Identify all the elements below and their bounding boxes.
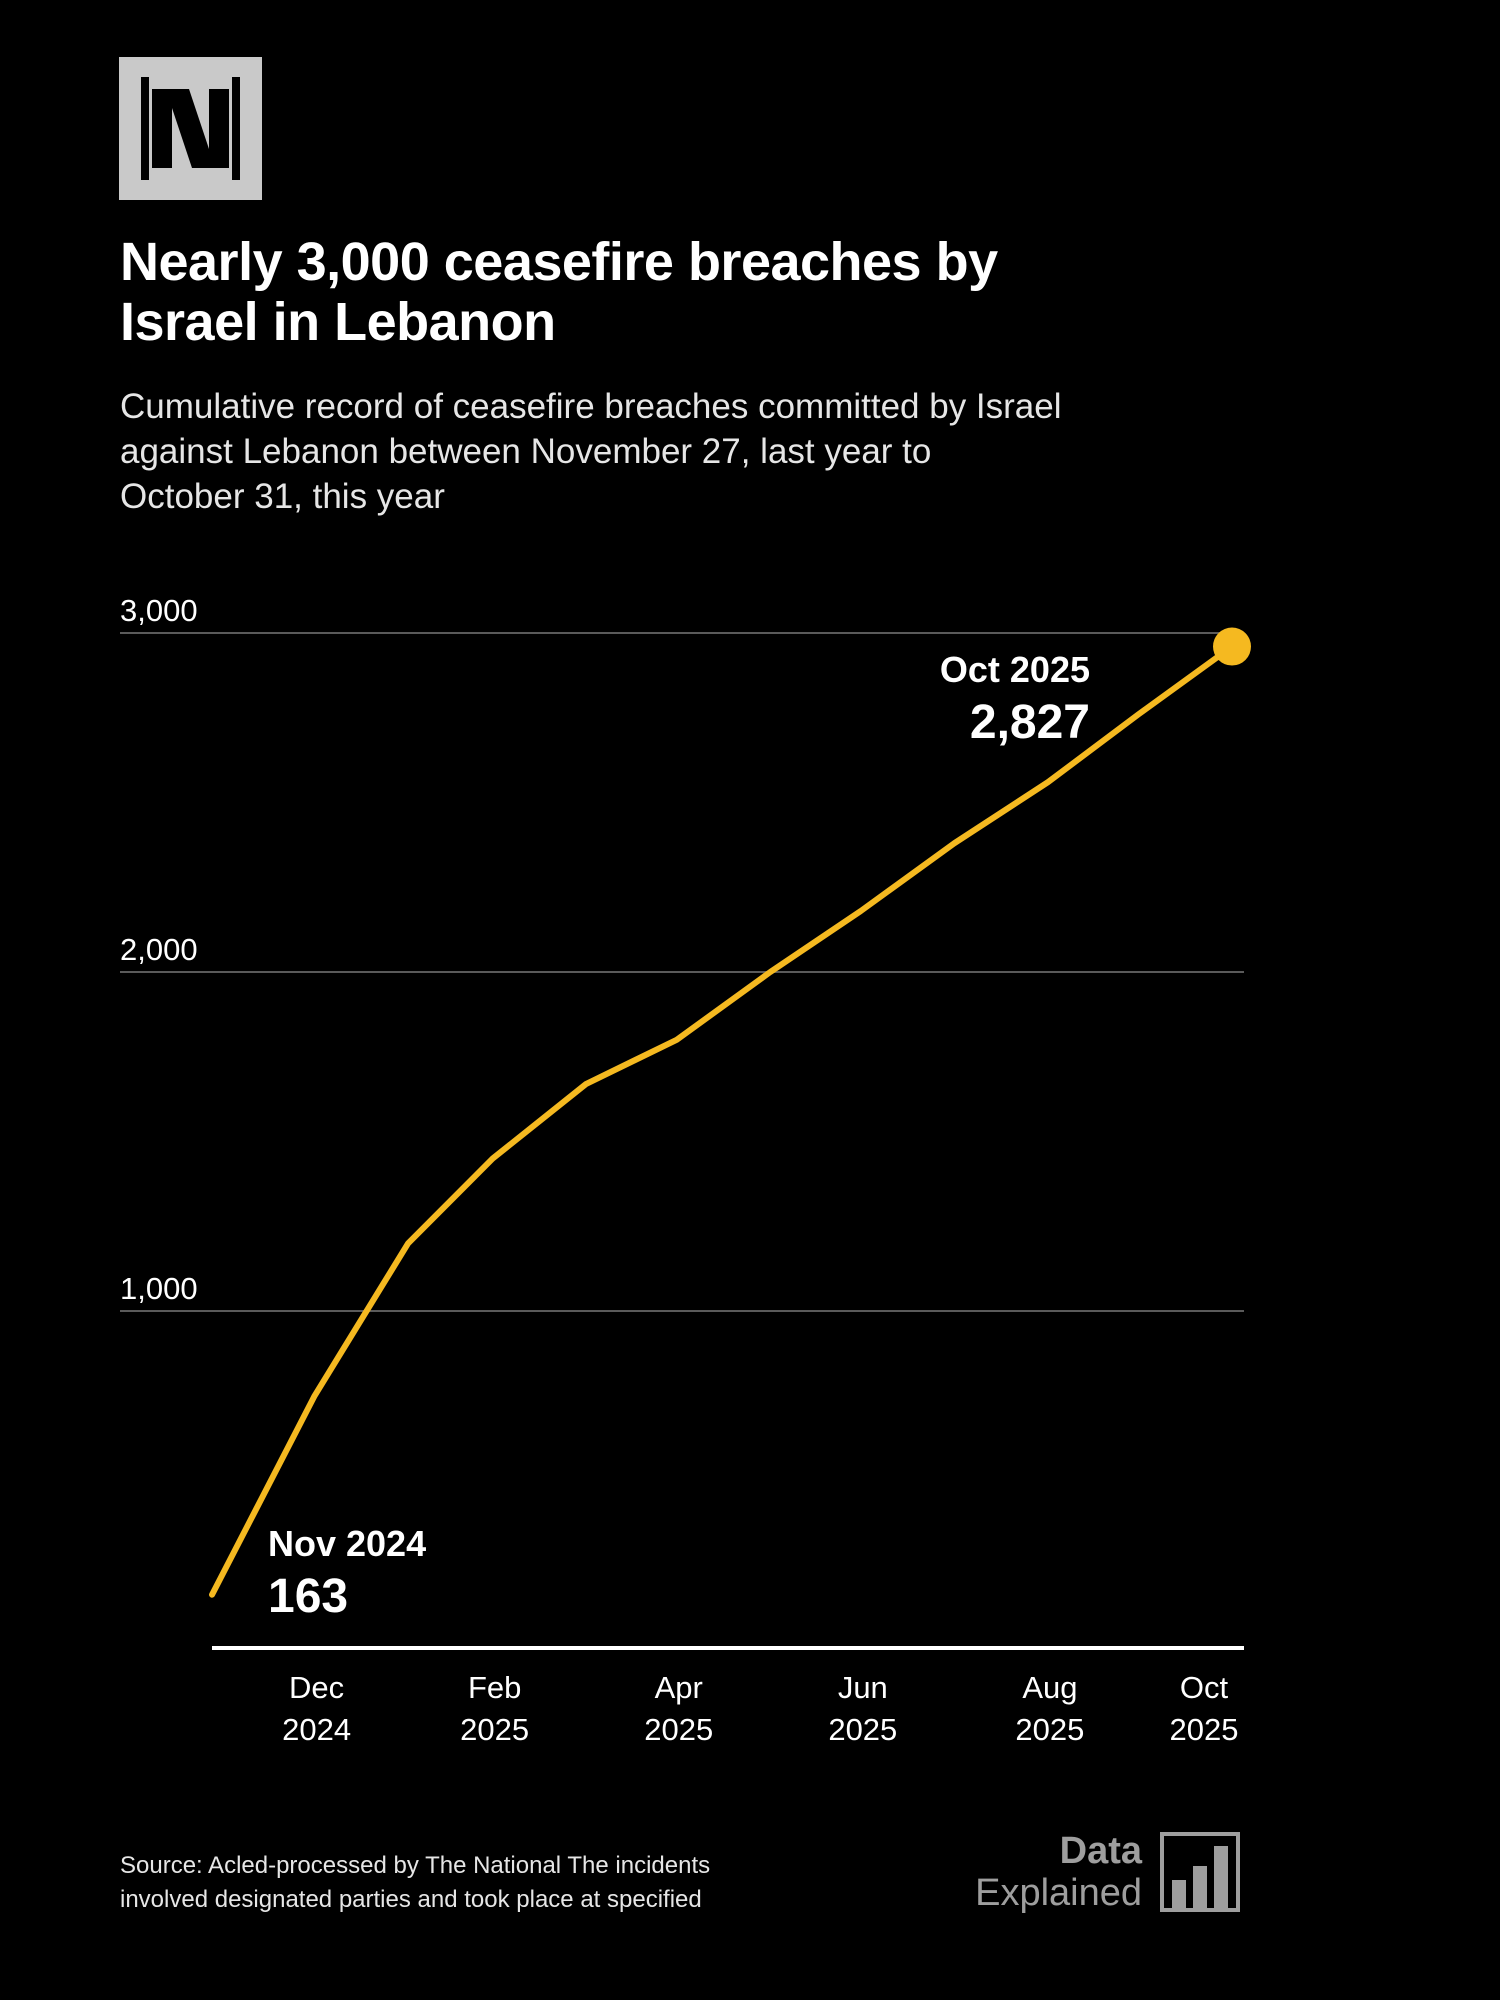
y-tick-label: 2,000	[120, 932, 198, 967]
x-tick-label: Dec 2024	[282, 1670, 351, 1747]
chart-subtitle: Cumulative record of ceasefire breaches …	[120, 387, 1062, 516]
x-tick-label: Apr 2025	[644, 1670, 713, 1747]
y-tick-label: 3,000	[120, 593, 198, 628]
x-axis-ticks: Dec 2024 Feb 2025 Apr 2025 Jun 2025 Aug 2025 Oct 20…	[282, 1670, 1238, 1747]
brand-explained-label: Explained	[975, 1872, 1142, 1914]
source-note: Source: Acled-processed by The National …	[120, 1852, 711, 1913]
grid-layer	[120, 632, 1244, 1312]
x-tick-label: Jun 2025	[828, 1670, 897, 1747]
end-annotation-value: 2,827	[970, 696, 1090, 749]
brand-data-label: Data	[1059, 1830, 1142, 1872]
end-annotation-month: Oct 2025	[940, 649, 1090, 690]
x-tick-label: Aug 2025	[1015, 1670, 1084, 1747]
the-national-logo-icon	[119, 57, 262, 200]
start-annotation-value: 163	[268, 1570, 348, 1623]
data-explained-brand: Data Explained	[960, 1826, 1240, 1916]
bar-chart-icon	[1160, 1832, 1240, 1912]
end-point-marker	[1213, 627, 1251, 666]
line-chart: 1,000 2,000 3,000 Dec 2024 Feb 2025 Apr 2025 Jun…	[120, 593, 1251, 1747]
y-axis-ticks: 1,000 2,000 3,000	[120, 593, 198, 1306]
chart-title: Nearly 3,000 ceasefire breaches by Israe…	[120, 232, 998, 352]
x-tick-label: Oct 2025	[1170, 1670, 1239, 1747]
y-tick-label: 1,000	[120, 1271, 198, 1306]
x-tick-label: Feb 2025	[460, 1670, 529, 1747]
series-line	[209, 643, 1235, 1598]
start-annotation-month: Nov 2024	[268, 1523, 426, 1564]
